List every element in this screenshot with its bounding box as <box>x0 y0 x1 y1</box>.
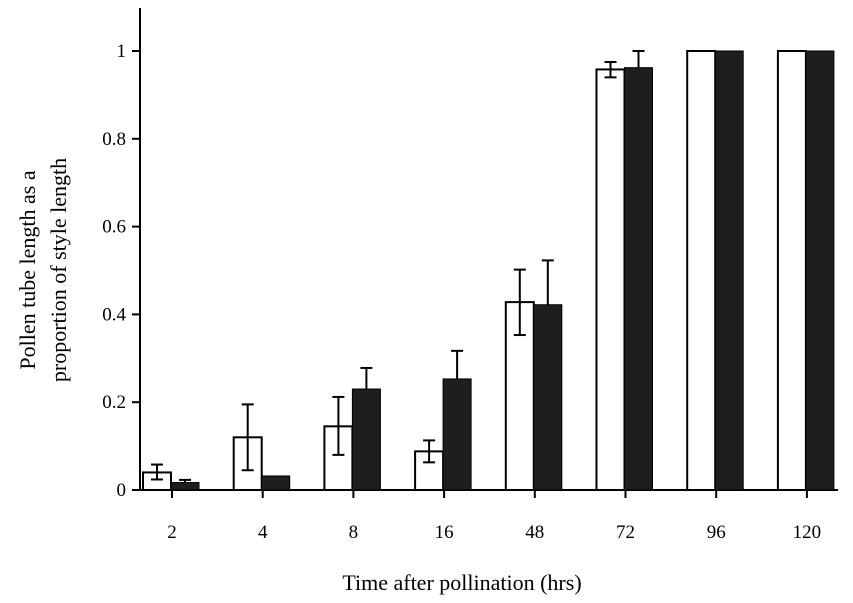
y-axis-title-line-1: Pollen tube length as a <box>15 170 40 369</box>
bar-filled <box>714 50 744 491</box>
x-tick-label: 2 <box>167 522 177 543</box>
bar-filled <box>261 475 291 491</box>
y-axis-title: Pollen tube length as a proportion of st… <box>15 158 71 382</box>
plot-area: 00.20.40.60.812 4 8 16 48 72 96 120 <box>102 8 838 543</box>
bar-filled <box>442 378 472 491</box>
bar-open <box>686 50 717 491</box>
bar-filled <box>170 482 200 491</box>
x-tick-label: 96 <box>707 522 726 543</box>
x-tick-label: 48 <box>525 522 544 543</box>
x-tick-label: 4 <box>258 522 268 543</box>
bar-filled <box>805 50 835 491</box>
bar-filled <box>351 388 381 491</box>
bar-open <box>595 68 626 492</box>
y-tick-label: 1 <box>117 41 127 62</box>
x-tick-label: 120 <box>793 522 822 543</box>
y-tick-label: 0.4 <box>102 304 126 325</box>
x-axis-title: Time after pollination (hrs) <box>342 570 581 595</box>
x-tick-label: 16 <box>435 522 454 543</box>
y-tick-label: 0.6 <box>102 217 126 238</box>
y-tick-label: 0 <box>117 480 127 501</box>
x-tick-label: 8 <box>349 522 359 543</box>
bar-open <box>776 50 807 491</box>
x-tick-label: 72 <box>616 522 635 543</box>
bar-filled <box>624 67 653 491</box>
bar-filled <box>533 304 563 491</box>
y-tick-label: 0.2 <box>102 392 126 413</box>
y-axis-title-line-2: proportion of style length <box>46 158 71 382</box>
y-tick-label: 0.8 <box>102 129 126 150</box>
